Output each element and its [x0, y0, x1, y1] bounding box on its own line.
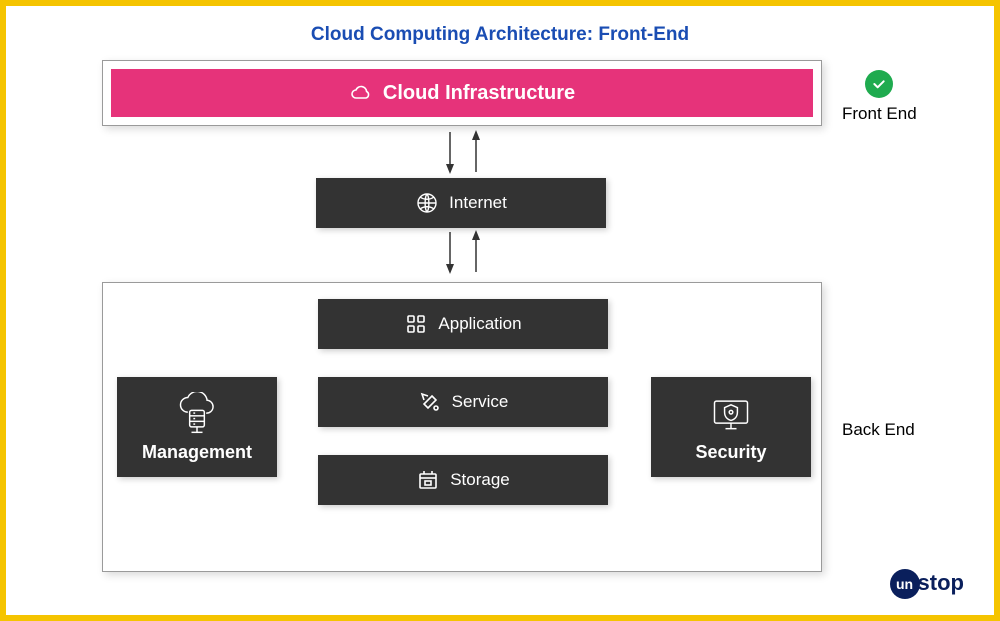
- arrows-frontend-internet: [444, 130, 482, 174]
- internet-node: Internet: [316, 178, 606, 228]
- cloud-infrastructure-label: Cloud Infrastructure: [383, 82, 575, 105]
- backend-center-stack: Application Service: [318, 299, 608, 505]
- diagram-title: Cloud Computing Architecture: Front-End: [34, 24, 966, 46]
- cloud-icon: [349, 81, 373, 105]
- back-end-label: Back End: [842, 420, 915, 440]
- front-end-label: Front End: [842, 104, 917, 124]
- application-node: Application: [318, 299, 608, 349]
- grid-icon: [404, 312, 428, 336]
- tools-icon: [418, 390, 442, 414]
- shield-monitor-icon: [709, 392, 753, 436]
- brand-logo: unstop: [890, 569, 964, 599]
- management-node: Management: [117, 377, 277, 477]
- service-label: Service: [452, 392, 509, 412]
- back-end-container: Management Application: [102, 282, 822, 572]
- security-node: Security: [651, 377, 811, 477]
- diagram-area: Cloud Infrastructure Front End: [34, 60, 974, 600]
- management-label: Management: [142, 442, 252, 463]
- security-label: Security: [695, 442, 766, 463]
- application-label: Application: [438, 314, 521, 334]
- globe-icon: [415, 191, 439, 215]
- check-icon: [865, 70, 893, 98]
- logo-suffix: stop: [918, 570, 964, 595]
- cloud-infrastructure-node: Cloud Infrastructure: [111, 69, 813, 117]
- server-cloud-icon: [175, 392, 219, 436]
- service-node: Service: [318, 377, 608, 427]
- front-end-label-group: Front End: [842, 70, 917, 124]
- arrows-internet-backend: [444, 230, 482, 274]
- diagram-frame: Cloud Computing Architecture: Front-End …: [0, 0, 1000, 621]
- storage-node: Storage: [318, 455, 608, 505]
- logo-prefix: un: [890, 569, 920, 599]
- front-end-container: Cloud Infrastructure: [102, 60, 822, 126]
- storage-label: Storage: [450, 470, 510, 490]
- storage-icon: [416, 468, 440, 492]
- internet-label: Internet: [449, 193, 507, 213]
